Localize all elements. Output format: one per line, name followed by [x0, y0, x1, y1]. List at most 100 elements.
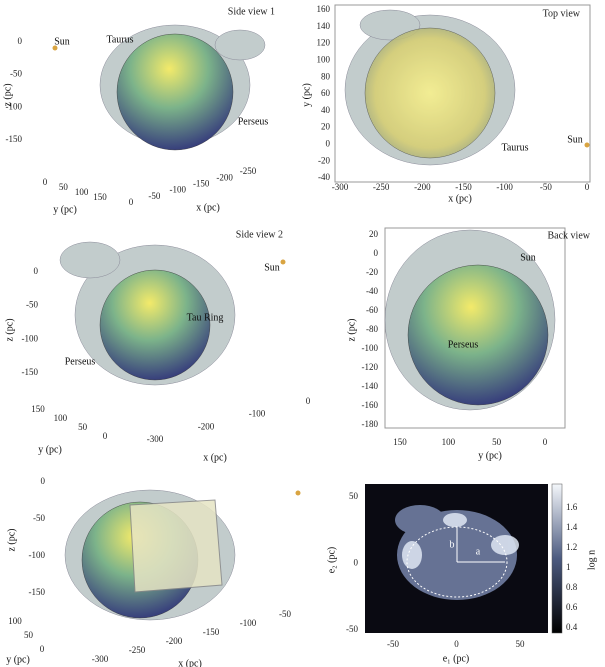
tick-label: 0	[543, 437, 548, 447]
axis-label: y (pc)	[478, 450, 502, 461]
tick-label: -50	[387, 639, 399, 649]
sphere	[99, 269, 211, 381]
tick-label: 150	[93, 192, 107, 202]
slice	[129, 499, 223, 593]
tick-label: -20	[366, 267, 378, 277]
tick-label: 0.4	[566, 622, 578, 632]
annotation: Tau Ring	[187, 312, 224, 323]
tick-label: 0.6	[566, 602, 578, 612]
panel-title: Side view 2	[236, 229, 283, 240]
annotation: Perseus	[448, 339, 479, 350]
axis-label: y (pc)	[53, 204, 77, 215]
tick-label: 0	[41, 476, 46, 486]
annotation: Sun	[567, 134, 583, 145]
tick-label: -50	[33, 513, 45, 523]
tick-label: -250	[373, 182, 390, 192]
axis-label: z (pc)	[2, 83, 13, 106]
tick-label: -200	[166, 636, 183, 646]
sun	[584, 142, 590, 148]
tick-label: 100	[75, 187, 89, 197]
panel-title: Side view 1	[228, 6, 275, 17]
tick-label: -160	[362, 400, 379, 410]
tick-label: -150	[6, 134, 23, 144]
tick-label: -250	[240, 166, 257, 176]
tick-label: -50	[148, 191, 160, 201]
axis-label: y (pc)	[6, 654, 30, 665]
annotation: Taurus	[106, 34, 133, 45]
tick-label: 0	[40, 644, 45, 654]
tick-label: -40	[318, 172, 330, 182]
tick-label: -80	[366, 324, 378, 334]
annotation: Sun	[54, 36, 70, 47]
tick-label: 0	[43, 177, 48, 187]
tick-label: -300	[92, 654, 109, 664]
tick-label: 0	[354, 558, 359, 568]
panel-title: Back view	[548, 230, 591, 241]
tick-label: -60	[366, 305, 378, 315]
tick-label: 1.6	[566, 502, 578, 512]
tick-label: 150	[393, 437, 407, 447]
tick-label: 150	[31, 404, 45, 414]
tick-label: 100	[317, 54, 331, 64]
tick-label: -180	[362, 419, 379, 429]
tick-label: -100	[362, 343, 379, 353]
annotation: Sun	[520, 252, 536, 263]
tick-label: 40	[321, 105, 331, 115]
tick-label: -100	[240, 618, 257, 628]
tick-label: -200	[216, 172, 233, 182]
tick-label: -140	[362, 381, 379, 391]
tick-label: 0.8	[566, 582, 578, 592]
tick-label: 0	[18, 36, 23, 46]
tick-label: 100	[442, 437, 456, 447]
tick-label: -50	[10, 69, 22, 79]
annotation: a	[476, 546, 481, 557]
sphere	[407, 264, 549, 406]
tick-label: 0	[326, 138, 331, 148]
sun	[52, 45, 58, 51]
tick-label: -250	[129, 645, 146, 655]
colorbar	[551, 483, 563, 634]
tick-label: 80	[321, 71, 331, 81]
tick-label: 50	[349, 491, 359, 501]
tick-label: -100	[170, 185, 187, 195]
tick-label: 1.2	[566, 542, 577, 552]
axis-label: y (pc)	[38, 444, 62, 455]
tick-label: 60	[321, 88, 331, 98]
tick-label: 1	[566, 562, 571, 572]
tick-label: -150	[193, 178, 210, 188]
tick-label: -150	[455, 182, 472, 192]
tick-label: 0	[129, 197, 134, 207]
annotation: Taurus	[501, 142, 528, 153]
axis-label: x (pc)	[196, 202, 220, 213]
tick-label: -20	[318, 155, 330, 165]
tick-label: -300	[147, 434, 164, 444]
tick-label: -100	[496, 182, 513, 192]
annotation: Perseus	[238, 116, 269, 127]
sphere	[116, 33, 234, 151]
sun	[280, 259, 286, 265]
annotation: Perseus	[65, 356, 96, 367]
tick-label: 0	[103, 431, 108, 441]
panel-title: Top view	[543, 8, 581, 19]
axis-label: z (pc)	[346, 318, 357, 341]
tick-label: -50	[26, 300, 38, 310]
tick-label: 0	[374, 248, 379, 258]
axis-label: x (pc)	[178, 658, 202, 667]
tick-label: -120	[362, 362, 379, 372]
tick-label: -40	[366, 286, 378, 296]
tick-label: -100	[29, 550, 46, 560]
tick-label: -100	[6, 101, 23, 111]
tick-label: -200	[414, 182, 431, 192]
tick-label: 0	[34, 266, 39, 276]
annotation: b	[450, 539, 455, 550]
annotation: Sun	[264, 262, 280, 273]
axis-label: x (pc)	[203, 452, 227, 463]
axis-label: z (pc)	[6, 528, 17, 551]
tick-label: -150	[203, 627, 220, 637]
tick-label: -300	[332, 182, 349, 192]
sphere	[364, 27, 496, 159]
tick-label: -100	[22, 333, 39, 343]
tick-label: 100	[54, 413, 68, 423]
axis-label: e₂ (pc)	[326, 547, 337, 574]
